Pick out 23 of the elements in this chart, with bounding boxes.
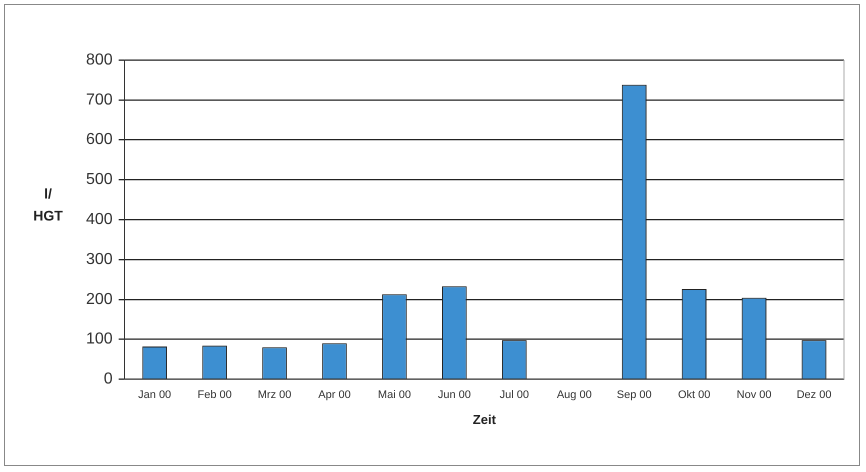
x-tick-label: Okt 00: [678, 388, 710, 401]
y-tick-label: 200: [86, 290, 113, 308]
x-tick-label: Jun 00: [438, 388, 471, 401]
x-tick-label: Sep 00: [616, 388, 652, 401]
y-tick-label: 800: [86, 51, 113, 68]
x-tick-label: Feb 00: [197, 388, 232, 401]
x-tick-label: Nov 00: [736, 388, 772, 401]
y-tick-label: 100: [86, 330, 113, 348]
x-tick-label: Jul 00: [500, 388, 529, 401]
x-tick-label: Dez 00: [796, 388, 832, 401]
y-tick-label: 300: [86, 250, 113, 268]
x-tick-label: Mai 00: [378, 388, 411, 401]
y-tick-label: 0: [104, 370, 113, 388]
y-tick-label: 600: [86, 131, 113, 148]
x-tick-label: Jan 00: [138, 388, 172, 401]
y-tick-label: 400: [86, 211, 113, 228]
y-tick-label: 700: [86, 91, 113, 108]
x-tick-label: Mrz 00: [258, 388, 292, 401]
x-tick-label: Apr 00: [318, 388, 351, 401]
y-axis-title: l/ HGT: [33, 186, 64, 224]
x-tick-label: Aug 00: [556, 388, 592, 401]
x-axis-title: Zeit: [472, 412, 497, 427]
y-tick-label: 500: [86, 171, 113, 188]
